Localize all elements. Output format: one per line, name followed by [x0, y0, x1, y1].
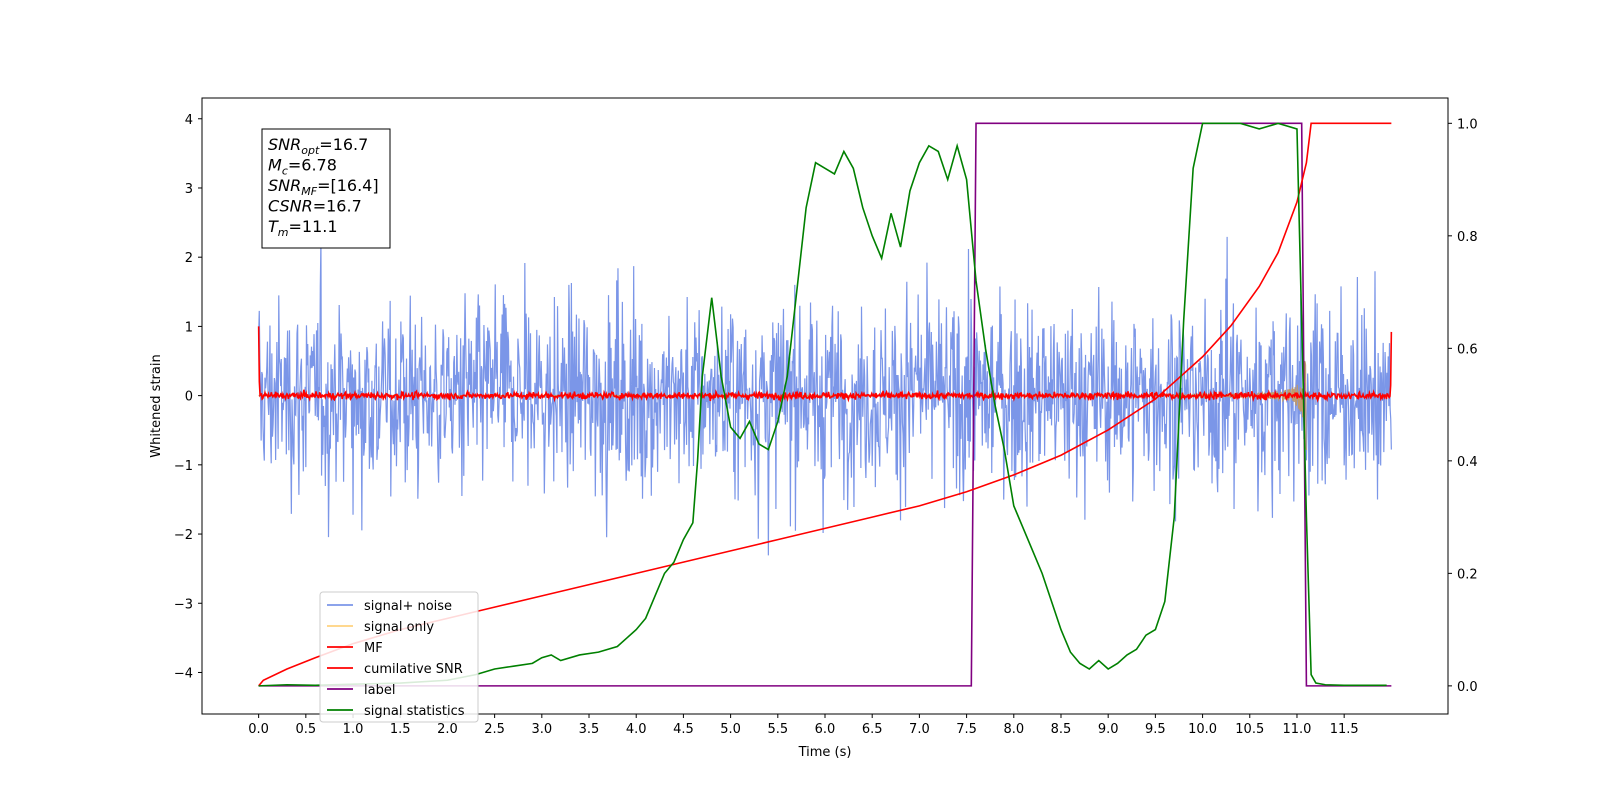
x-tick-label: 1.5: [390, 722, 411, 737]
y-tick-label: 3: [185, 182, 193, 197]
y-axis-label: Whitened strain: [149, 354, 164, 457]
x-tick-label: 4.5: [673, 722, 694, 737]
annotation-box: SNRopt=16.7Mc=6.78SNRMF=[16.4]CSNR=16.7T…: [261, 128, 391, 249]
x-tick-label: 0.0: [248, 722, 269, 737]
y2-tick-label: 0.2: [1457, 567, 1478, 582]
x-tick-label: 2.5: [484, 722, 505, 737]
x-tick-label: 3.0: [531, 722, 552, 737]
y-tick-label: 2: [185, 251, 193, 266]
x-tick-label: 11.0: [1282, 722, 1311, 737]
annotation-line: Tm=11.1: [268, 217, 338, 239]
x-tick-label: 5.5: [767, 722, 788, 737]
annotation-line: Mc=6.78: [268, 156, 337, 178]
x-tick-label: 2.0: [437, 722, 458, 737]
annotation-line: SNRopt=16.7: [268, 135, 368, 157]
series-signal-noise: [258, 236, 1392, 556]
legend-label: cumilative SNR: [364, 662, 463, 677]
legend-label: signal+ noise: [364, 599, 452, 614]
annotation-frame: [261, 128, 391, 249]
x-tick-label: 7.0: [909, 722, 930, 737]
series-mf: [257, 326, 1393, 403]
x-tick-label: 10.5: [1235, 722, 1264, 737]
annotation-line: SNRMF=[16.4]: [268, 176, 379, 198]
y2-tick-label: 0.8: [1457, 230, 1478, 245]
y2-tick-label: 0.0: [1457, 680, 1478, 695]
legend-label: MF: [364, 641, 383, 656]
x-tick-label: 10.0: [1188, 722, 1217, 737]
y-tick-label: −4: [174, 666, 193, 681]
series-label: [258, 122, 1392, 687]
x-tick-label: 11.5: [1330, 722, 1359, 737]
x-tick-label: 6.0: [815, 722, 836, 737]
x-axis: 0.0 0.5 1.0 1.5 2.0 2.5 3.0 3.5 4.0 4.5 5.0 5.5 6.0 6…: [248, 714, 1359, 737]
x-tick-label: 3.5: [579, 722, 600, 737]
plot-area: [257, 122, 1393, 687]
y2-tick-label: 0.6: [1457, 342, 1478, 357]
y-tick-label: 4: [185, 113, 193, 128]
x-tick-label: 8.0: [1003, 722, 1024, 737]
y-tick-label: 1: [185, 320, 193, 335]
x-axis-label: Time (s): [798, 745, 852, 760]
y-tick-label: 0: [185, 390, 193, 405]
y-tick-label: −1: [174, 459, 193, 474]
legend: signal+ noise signal only MF cumilative SNR…: [319, 591, 479, 723]
y2-tick-label: 1.0: [1457, 117, 1478, 132]
series-signal-statistics: [258, 122, 1387, 687]
x-tick-label: 6.5: [862, 722, 883, 737]
x-tick-label: 5.0: [720, 722, 741, 737]
x-tick-label: 8.5: [1051, 722, 1072, 737]
x-tick-label: 9.0: [1098, 722, 1119, 737]
legend-label: signal statistics: [364, 704, 465, 719]
y-axis-left: 4 3 2 1 0 −1 −2 −3 −4: [174, 113, 202, 681]
x-tick-label: 0.5: [295, 722, 316, 737]
x-tick-label: 7.5: [956, 722, 977, 737]
y2-tick-label: 0.4: [1457, 455, 1478, 470]
legend-frame: [319, 591, 479, 723]
legend-label: signal only: [364, 620, 434, 635]
legend-label: label: [364, 683, 395, 698]
annotation-line: CSNR=16.7: [268, 197, 362, 216]
x-tick-label: 4.0: [626, 722, 647, 737]
y-tick-label: −3: [174, 597, 193, 612]
y-axis-right: 1.0 0.8 0.6 0.4 0.2 0.0: [1448, 117, 1478, 695]
x-tick-label: 1.0: [343, 722, 364, 737]
y-tick-label: −2: [174, 528, 193, 543]
x-tick-label: 9.5: [1145, 722, 1166, 737]
